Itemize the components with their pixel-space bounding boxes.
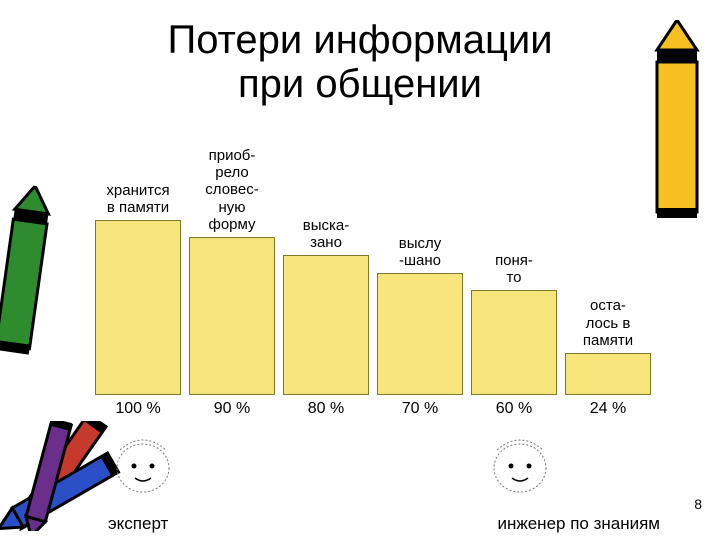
bar bbox=[95, 220, 181, 395]
loss-bar-chart: хранитсяв памятиприоб-релословес-нуюформ… bbox=[95, 135, 655, 395]
title-line-1: Потери информации bbox=[167, 18, 552, 62]
face-engineer-icon bbox=[485, 428, 555, 498]
bar-percent: 60 % bbox=[471, 400, 557, 418]
bar-slot: выслу-шано bbox=[377, 235, 463, 396]
page-title: Потери информации при общении bbox=[0, 0, 720, 106]
bar-percent: 100 % bbox=[95, 400, 181, 418]
bar-label: оста-лось впамяти bbox=[565, 297, 651, 349]
bar-percent: 80 % bbox=[283, 400, 369, 418]
bar-percent: 70 % bbox=[377, 400, 463, 418]
percent-row: 100 % 90 % 80 % 70 % 60 % 24 % bbox=[95, 400, 655, 424]
bar bbox=[471, 290, 557, 395]
bar-label: выска-зано bbox=[283, 217, 369, 252]
face-expert-icon bbox=[108, 428, 178, 498]
title-line-2: при общении bbox=[238, 62, 482, 106]
bar-slot: оста-лось впамяти bbox=[565, 297, 651, 395]
bar bbox=[189, 237, 275, 395]
bar-label: хранитсяв памяти bbox=[95, 182, 181, 217]
bar bbox=[283, 255, 369, 395]
bar-percent: 24 % bbox=[565, 400, 651, 418]
bar bbox=[377, 273, 463, 395]
bar-label: поня-то bbox=[471, 252, 557, 287]
bar-label: выслу-шано bbox=[377, 235, 463, 270]
bar bbox=[565, 353, 651, 395]
bar-slot: поня-то bbox=[471, 252, 557, 396]
bar-label: приоб-релословес-нуюформу bbox=[189, 147, 275, 233]
bar-slot: выска-зано bbox=[283, 217, 369, 396]
crayon-yellow-icon bbox=[642, 20, 712, 225]
page-number: 8 bbox=[694, 496, 702, 512]
bar-slot: хранитсяв памяти bbox=[95, 182, 181, 396]
role-engineer: инженер по знаниям bbox=[497, 514, 660, 534]
bar-slot: приоб-релословес-нуюформу bbox=[189, 147, 275, 395]
bar-percent: 90 % bbox=[189, 400, 275, 418]
crayon-green-icon bbox=[0, 182, 64, 363]
